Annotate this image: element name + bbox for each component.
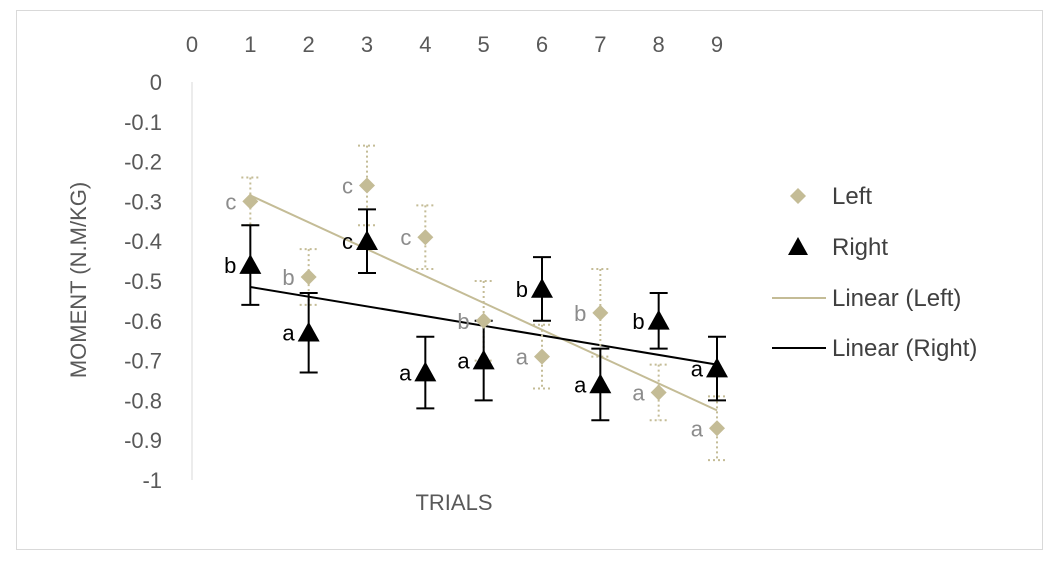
significance-label-left: c (400, 225, 411, 250)
x-axis-title: TRIALS (415, 490, 492, 515)
significance-label-right: b (632, 309, 644, 334)
chart-frame (16, 10, 1043, 550)
y-tick-label: -0.7 (124, 349, 162, 374)
data-point-left (417, 229, 434, 246)
significance-label-right: b (516, 277, 528, 302)
y-tick-label: 0 (150, 70, 162, 95)
significance-label-right: a (574, 372, 587, 397)
y-tick-label: -0.3 (124, 189, 162, 214)
data-point-right (297, 321, 320, 342)
x-tick-label: 5 (478, 32, 490, 57)
data-point-right (239, 254, 262, 274)
x-tick-label: 2 (303, 32, 315, 57)
significance-label-left: b (282, 265, 294, 290)
data-point-right (472, 349, 495, 370)
data-point-left (242, 193, 259, 210)
significance-label-left: a (516, 345, 529, 370)
y-tick-label: -0.6 (124, 309, 162, 334)
data-point-left (359, 177, 375, 194)
significance-label-right: a (399, 361, 412, 386)
data-point-left (300, 269, 317, 286)
legend: Left Right Linear (Left) Linear (Right) (772, 183, 977, 362)
data-point-left (592, 304, 609, 321)
error-bars (241, 144, 726, 462)
data-point-right (414, 361, 437, 382)
x-tick-label: 6 (536, 32, 548, 57)
y-tick-label: -0.5 (124, 269, 162, 294)
y-tick-label: -1 (142, 468, 162, 493)
x-tick-label: 9 (711, 32, 723, 57)
data-point-right (356, 230, 378, 250)
data-point-left (650, 384, 667, 401)
data-point-right (706, 357, 728, 378)
significance-label-right: a (282, 321, 295, 346)
significance-label-left: a (691, 416, 704, 441)
y-tick-label: -0.9 (124, 428, 162, 453)
data-point-left (534, 348, 550, 365)
y-tick-label: -0.2 (124, 150, 162, 175)
legend-label: Linear (Left) (832, 285, 961, 312)
x-tick-label: 4 (419, 32, 431, 57)
legend-label: Right (832, 234, 888, 261)
x-tick-label: 0 (186, 32, 198, 57)
y-tick-label: -0.8 (124, 388, 162, 413)
significance-label-right: a (457, 349, 470, 374)
x-tick-label: 7 (594, 32, 606, 57)
legend-label: Left (832, 183, 872, 210)
x-tick-label: 1 (244, 32, 256, 57)
significance-label-left: c (225, 189, 236, 214)
legend-triangle-icon (788, 237, 808, 255)
y-tick-label: -0.1 (124, 110, 162, 135)
y-axis-ticks: 0 -0.1 -0.2 -0.3 -0.4 -0.5 -0.6 -0.7 -0.8 -0.9 -1 (124, 70, 162, 493)
data-point-left (475, 312, 492, 329)
y-tick-label: -0.4 (124, 229, 162, 254)
significance-label-right: c (342, 229, 353, 254)
significance-label-right: a (691, 357, 704, 382)
y-axis-title: MOMENT (N.M/KG) (66, 182, 91, 378)
legend-label: Linear (Right) (832, 335, 977, 362)
x-tick-label: 3 (361, 32, 373, 57)
data-markers (239, 177, 728, 437)
x-axis-ticks: 0 1 2 3 4 5 6 7 8 9 (186, 32, 723, 57)
data-point-right (589, 373, 612, 394)
data-point-right (647, 309, 670, 330)
legend-diamond-icon (790, 188, 806, 204)
x-tick-label: 8 (653, 32, 665, 57)
significance-label-left: b (574, 301, 586, 326)
data-point-left (709, 420, 725, 437)
significance-label-right: b (224, 253, 236, 278)
significance-label-left: b (457, 309, 469, 334)
significance-label-left: a (632, 380, 645, 405)
significance-label-left: c (342, 173, 353, 198)
data-point-right (531, 277, 553, 298)
